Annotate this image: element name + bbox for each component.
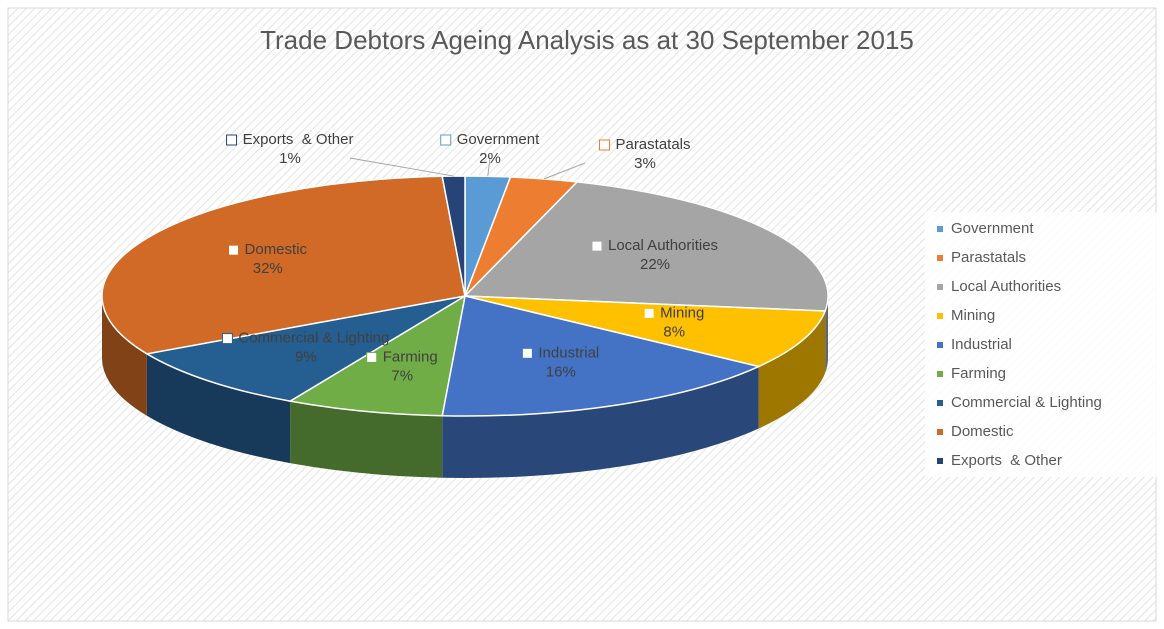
slice [101, 175, 466, 355]
legend-box [925, 212, 1157, 477]
data-label-key [521, 347, 533, 359]
slice [441, 295, 761, 417]
data-label-key [226, 134, 238, 146]
legend-label: Parastatals [951, 249, 1026, 266]
data-label-value: 7% [391, 367, 413, 384]
data-label-name: Domestic [245, 241, 308, 258]
data-label-value: 3% [634, 155, 656, 172]
data-label-key [643, 307, 655, 319]
legend-marker [937, 400, 943, 406]
data-label-key [228, 244, 240, 256]
data-label-value: 9% [295, 349, 317, 366]
data-label-key [366, 351, 378, 363]
data-label-value: 22% [640, 256, 670, 273]
legend-label: Government [951, 220, 1034, 237]
slice-side [146, 353, 291, 464]
slice-side [442, 366, 759, 478]
legend-label: Commercial & Lighting [951, 394, 1102, 411]
slice [463, 181, 829, 312]
data-label-name: Exports & Other [243, 131, 354, 148]
data-label-value: 32% [253, 260, 283, 277]
leader-line [487, 157, 491, 177]
data-label-value: 1% [279, 150, 301, 167]
data-label-value: 2% [479, 150, 501, 167]
data-label-key [598, 139, 610, 151]
legend-label: Industrial [951, 336, 1012, 353]
legend-marker [937, 255, 943, 261]
legend-label: Exports & Other [951, 452, 1062, 469]
data-label-value: 8% [663, 323, 685, 340]
legend-label: Farming [951, 365, 1006, 382]
slice [288, 294, 467, 417]
data-label-key [591, 240, 603, 252]
data-label-key [221, 333, 233, 345]
legend-marker [937, 371, 943, 377]
leader-line [544, 162, 586, 180]
slice [464, 295, 827, 368]
legend-marker [937, 226, 943, 232]
slice-side [290, 401, 443, 478]
legend-marker [937, 342, 943, 348]
data-label-name: Local Authorities [608, 237, 718, 254]
data-label-name: Commercial & Lighting [238, 330, 389, 347]
leader-line [349, 157, 454, 177]
legend-label: Domestic [951, 423, 1014, 440]
data-label-name: Parastatals [615, 136, 690, 153]
data-label-value: 16% [546, 363, 576, 380]
legend-marker [937, 313, 943, 319]
slice [144, 295, 466, 402]
legend-label: Local Authorities [951, 278, 1061, 295]
legend-marker [937, 284, 943, 290]
data-label-name: Industrial [538, 344, 599, 361]
data-label-key [440, 134, 452, 146]
data-label-name: Farming [383, 348, 438, 365]
slice-side [758, 311, 826, 429]
legend-marker [937, 429, 943, 435]
legend-label: Mining [951, 307, 995, 324]
legend-marker [937, 458, 943, 464]
slice-side [825, 296, 828, 374]
chart-title: Trade Debtors Ageing Analysis as at 30 S… [260, 25, 914, 55]
data-label-name: Mining [660, 304, 704, 321]
data-label-name: Government [457, 131, 540, 148]
